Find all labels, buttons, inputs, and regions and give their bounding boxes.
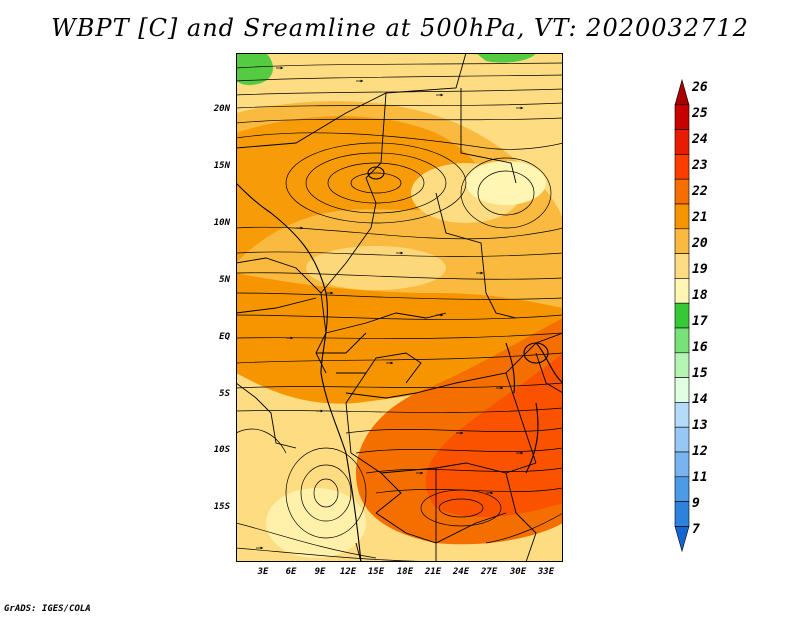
colorbar-label-9: 9 (692, 496, 700, 511)
colorbar-segment (674, 228, 690, 254)
chart-title: WBPT [C] and Sreamline at 500hPa, VT: 20… (51, 14, 749, 42)
colorbar-segment (674, 476, 690, 502)
colorbar-segment (674, 526, 690, 553)
wbpt-field-18-southwest (266, 488, 366, 558)
wbpt-field-23 (425, 353, 563, 518)
colorbar-segment (674, 377, 690, 403)
colorbar-label-17: 17 (692, 314, 708, 329)
colorbar-label-11: 11 (692, 470, 708, 485)
lon-label-30e: 30E (509, 567, 527, 577)
colorbar-label-22: 22 (692, 184, 708, 199)
colorbar-segment (674, 278, 690, 304)
colorbar-label-25: 25 (692, 106, 708, 121)
colorbar-segment (674, 501, 690, 527)
lon-label-27e: 27E (480, 567, 498, 577)
lat-label-eq: EQ (219, 332, 230, 342)
lat-label-20n: 20N (213, 104, 230, 114)
colorbar-segment (674, 78, 690, 106)
colorbar-label-26: 26 (692, 80, 708, 95)
country-borders (236, 53, 563, 562)
colorbar-label-16: 16 (692, 340, 708, 355)
colorbar-segment (674, 302, 690, 329)
colorbar-label-18: 18 (692, 288, 708, 303)
colorbar-segment (674, 129, 690, 155)
colorbar-label-12: 12 (692, 444, 708, 459)
streamlines (236, 62, 563, 562)
colorbar-segment (674, 203, 690, 230)
colorbar-label-7: 7 (692, 522, 700, 537)
streamline-arrows (256, 66, 524, 550)
colorbar-label-23: 23 (692, 158, 708, 173)
lon-label-3e: 3E (257, 567, 269, 577)
colorbar-segment (674, 352, 690, 378)
wbpt-field-17-nw (236, 53, 273, 86)
lon-label-15e: 15E (367, 567, 385, 577)
lat-label-5s: 5S (219, 389, 230, 399)
colorbar (672, 60, 692, 564)
lon-label-12e: 12E (339, 567, 357, 577)
lon-label-18e: 18E (396, 567, 414, 577)
colorbar-segment (674, 154, 690, 180)
colorbar-svg (674, 78, 690, 553)
colorbar-segment (674, 402, 690, 428)
colorbar-label-21: 21 (692, 210, 708, 225)
lon-label-33e: 33E (537, 567, 555, 577)
lat-label-15n: 15N (213, 161, 230, 171)
colorbar-label-13: 13 (692, 418, 708, 433)
colorbar-segment (674, 426, 690, 453)
lon-label-6e: 6E (285, 567, 297, 577)
colorbar-segment (674, 104, 690, 130)
wbpt-field-19-band (306, 246, 446, 290)
wbpt-field-21-north (236, 116, 484, 263)
lat-label-5n: 5N (219, 275, 230, 285)
colorbar-label-19: 19 (692, 262, 708, 277)
lon-label-9e: 9E (314, 567, 326, 577)
lat-label-10s: 10S (213, 445, 230, 455)
colorbar-segment (674, 327, 690, 354)
colorbar-label-20: 20 (692, 236, 708, 251)
map-svg (236, 53, 563, 562)
lat-label-10n: 10N (213, 218, 230, 228)
lon-label-24e: 24E (452, 567, 470, 577)
colorbar-label-14: 14 (692, 392, 708, 407)
coastlines (236, 166, 563, 562)
lon-label-21e: 21E (424, 567, 442, 577)
grads-credit: GrADS: IGES/COLA (4, 604, 91, 614)
colorbar-segment (674, 178, 690, 205)
colorbar-segment (674, 253, 690, 279)
lat-label-15s: 15S (213, 502, 230, 512)
map-plot (236, 53, 563, 562)
wbpt-field-17-ne (476, 53, 536, 63)
map-frame (236, 53, 563, 562)
colorbar-label-24: 24 (692, 132, 708, 147)
colorbar-label-15: 15 (692, 366, 708, 381)
wbpt-field-18-patch (466, 161, 546, 205)
colorbar-segment (674, 451, 690, 478)
